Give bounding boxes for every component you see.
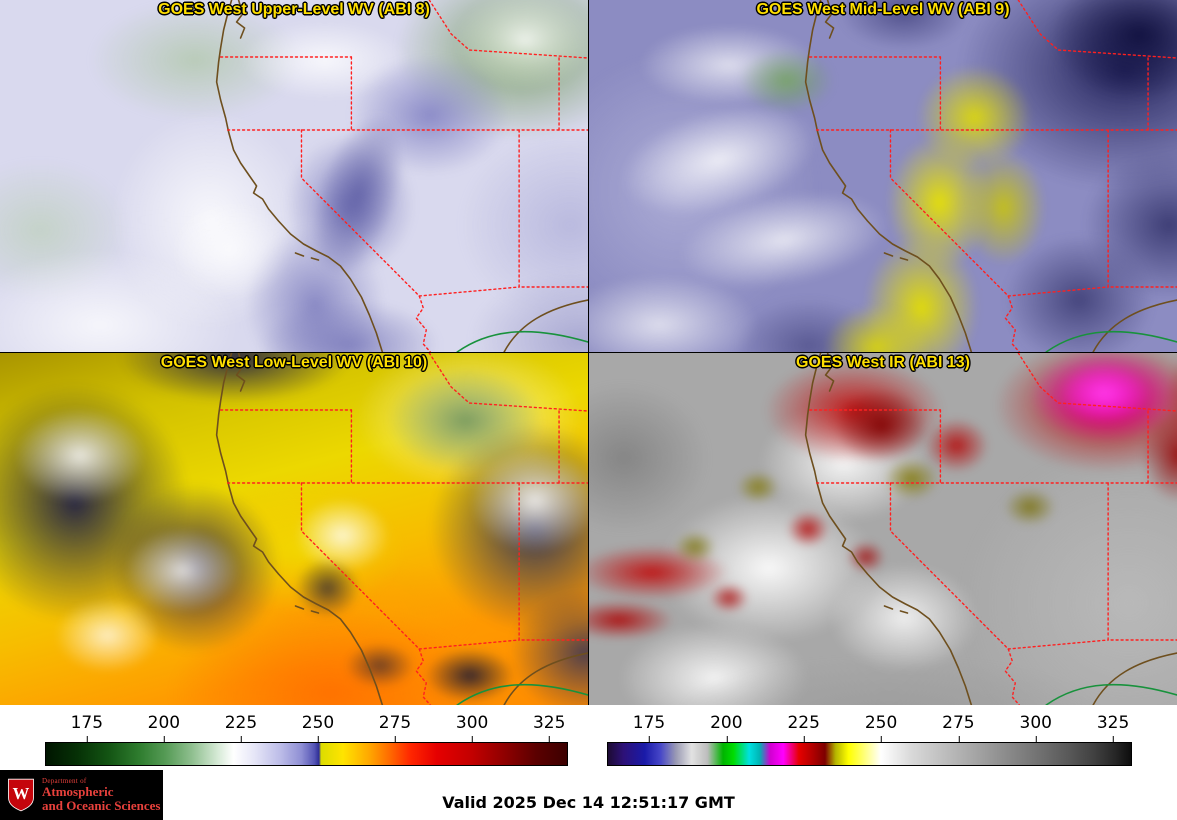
colorbar-tick: 325 — [1097, 713, 1129, 742]
panel-title-upper-wv: GOES West Upper-Level WV (ABI 8) — [158, 1, 430, 18]
logo-dept-of: Department of — [42, 776, 87, 785]
logo-oceanic-sciences: and Oceanic Sciences — [42, 797, 161, 813]
colorbar-tick: 200 — [148, 713, 180, 742]
ir-colorbar: 175 200 225 250 275 300 325 — [607, 705, 1132, 770]
ir-colorbar-ticks: 175 200 225 250 275 300 325 — [607, 705, 1132, 742]
valid-timestamp: Valid 2025 Dec 14 12:51:17 GMT — [442, 793, 735, 812]
uw-crest-icon: W — [8, 778, 34, 812]
colorbar-tick: 175 — [71, 713, 103, 742]
colorbar-section: 175 200 225 250 275 300 325 175 200 225 … — [0, 705, 1177, 770]
colorbar-tick: 300 — [456, 713, 488, 742]
colorbar-tick: 250 — [865, 713, 897, 742]
wv-colorbar: 175 200 225 250 275 300 325 — [45, 705, 568, 770]
uw-aos-logo: W Department of Atmospheric and Oceanic … — [0, 770, 163, 820]
colorbar-tick: 225 — [225, 713, 257, 742]
logo-atmospheric: Atmospheric — [42, 784, 114, 800]
panel-title-mid-wv: GOES West Mid-Level WV (ABI 9) — [756, 1, 1010, 18]
colorbar-tick: 225 — [787, 713, 820, 742]
colorbar-tick: 275 — [942, 713, 975, 742]
ir-colorbar-gradient — [607, 742, 1132, 766]
colorbar-tick: 250 — [302, 713, 334, 742]
panel-ir: GOES West IR (ABI 13) — [589, 353, 1177, 705]
wv-colorbar-gradient — [45, 742, 568, 766]
panel-grid: GOES West Upper-Level WV (ABI 8) — [0, 0, 1177, 705]
panel-title-low-wv: GOES West Low-Level WV (ABI 10) — [160, 354, 428, 371]
colorbar-tick: 275 — [379, 713, 411, 742]
colorbar-tick: 200 — [710, 713, 743, 742]
logo-text: Department of Atmospheric and Oceanic Sc… — [42, 776, 161, 813]
colorbar-tick: 300 — [1020, 713, 1052, 742]
panel-upper-level-wv: GOES West Upper-Level WV (ABI 8) — [0, 0, 588, 352]
wv-colorbar-ticks: 175 200 225 250 275 300 325 — [45, 705, 568, 742]
footer: W Department of Atmospheric and Oceanic … — [0, 770, 1177, 820]
panel-low-level-wv: GOES West Low-Level WV (ABI 10) — [0, 353, 588, 705]
panel-mid-level-wv: GOES West Mid-Level WV (ABI 9) — [589, 0, 1177, 352]
panel-title-ir: GOES West IR (ABI 13) — [796, 354, 970, 371]
colorbar-tick: 325 — [533, 713, 565, 742]
colorbar-tick: 175 — [633, 713, 665, 742]
crest-w-letter: W — [13, 784, 30, 803]
